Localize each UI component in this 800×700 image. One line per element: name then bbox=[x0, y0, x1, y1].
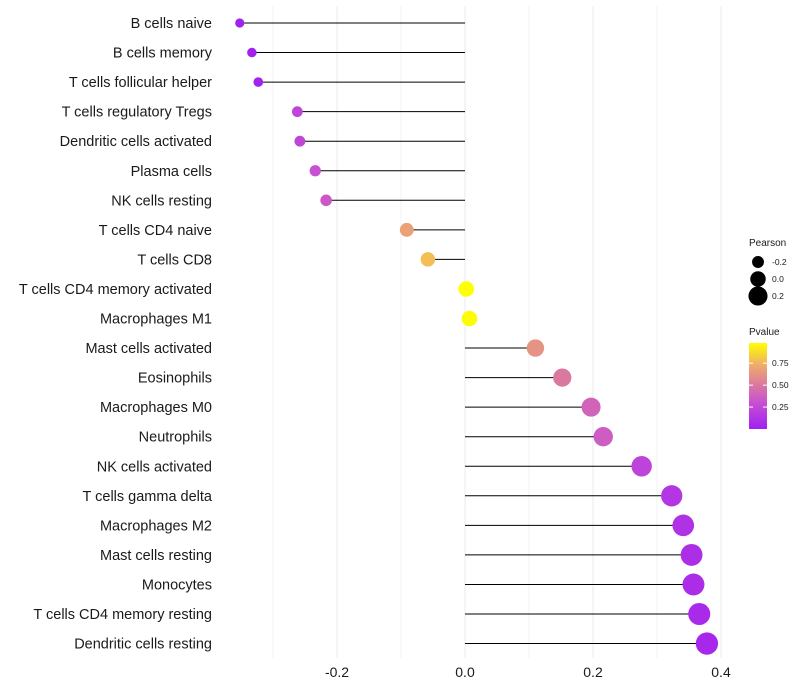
point-dot bbox=[526, 339, 545, 357]
dot-layer bbox=[235, 18, 719, 655]
category-label: Macrophages M1 bbox=[100, 312, 212, 328]
point-dot bbox=[682, 573, 705, 596]
point-dot bbox=[320, 194, 332, 207]
category-label: Dendritic cells resting bbox=[74, 637, 212, 653]
point-dot bbox=[581, 397, 601, 417]
legend-color-tick-label: 0.50 bbox=[772, 380, 789, 390]
category-label: T cells CD4 memory resting bbox=[33, 607, 212, 623]
point-dot bbox=[399, 222, 414, 237]
legend-size-title: Pearson bbox=[749, 238, 786, 249]
category-label: T cells CD8 bbox=[137, 252, 212, 268]
x-tick-label: 0.4 bbox=[711, 664, 731, 680]
category-labels: B cells naive B cells memory T cells folli… bbox=[19, 16, 213, 653]
point-dot bbox=[680, 543, 703, 566]
point-dot bbox=[291, 106, 303, 118]
category-label: Mast cells resting bbox=[100, 548, 212, 564]
category-label: Macrophages M2 bbox=[100, 518, 212, 534]
grid-layer bbox=[272, 6, 722, 658]
category-label: Macrophages M0 bbox=[100, 400, 212, 416]
point-dot bbox=[235, 18, 245, 28]
legend-color-tick-label: 0.75 bbox=[772, 358, 789, 368]
legend: Pearson -0.2 0.0 0.2 Pvalue 0.75 0.50 0.25 bbox=[748, 238, 789, 429]
point-dot bbox=[309, 165, 321, 177]
legend-size-dot bbox=[752, 256, 764, 268]
x-tick-label: 0.0 bbox=[455, 664, 475, 680]
legend-size-label: 0.2 bbox=[772, 291, 784, 301]
category-label: T cells CD4 naive bbox=[99, 223, 212, 239]
category-label: Mast cells activated bbox=[85, 341, 212, 357]
legend-color-tick-label: 0.25 bbox=[772, 402, 789, 412]
point-dot bbox=[688, 602, 711, 626]
legend-size-label: 0.0 bbox=[772, 274, 784, 284]
category-label: T cells CD4 memory activated bbox=[19, 282, 212, 298]
category-label: T cells gamma delta bbox=[83, 489, 213, 505]
legend-color-ticks: 0.75 0.50 0.25 bbox=[749, 358, 789, 412]
point-dot bbox=[661, 485, 683, 507]
legend-size-dot bbox=[748, 286, 768, 306]
stem-layer bbox=[239, 22, 707, 645]
pvalue-colorbar bbox=[749, 343, 767, 429]
point-dot bbox=[294, 135, 306, 147]
point-dot bbox=[458, 281, 475, 297]
point-dot bbox=[253, 77, 264, 87]
point-dot bbox=[247, 47, 257, 58]
category-label: Monocytes bbox=[142, 577, 212, 593]
point-dot bbox=[672, 514, 695, 537]
legend-size-dot bbox=[750, 271, 766, 287]
x-tick-label: -0.2 bbox=[325, 664, 349, 680]
category-label: NK cells resting bbox=[111, 193, 212, 209]
category-label: Eosinophils bbox=[138, 371, 212, 387]
category-label: B cells naive bbox=[131, 16, 212, 32]
point-dot bbox=[695, 632, 719, 655]
category-label: T cells regulatory Tregs bbox=[62, 105, 212, 121]
category-label: Dendritic cells activated bbox=[60, 134, 212, 150]
category-label: B cells memory bbox=[113, 46, 213, 62]
category-label: Neutrophils bbox=[139, 430, 212, 446]
point-dot bbox=[593, 427, 613, 447]
point-dot bbox=[553, 368, 572, 387]
legend-size-label: -0.2 bbox=[772, 257, 787, 267]
x-tick-label: 0.2 bbox=[583, 664, 603, 680]
legend-color-title: Pvalue bbox=[749, 327, 780, 338]
category-label: T cells follicular helper bbox=[69, 75, 212, 91]
legend-size-items: -0.2 0.0 0.2 bbox=[748, 256, 787, 306]
x-axis-ticks: -0.2 0.0 0.2 0.4 bbox=[325, 664, 731, 680]
category-label: NK cells activated bbox=[97, 459, 212, 475]
point-dot bbox=[461, 310, 478, 327]
category-label: Plasma cells bbox=[131, 164, 212, 180]
point-dot bbox=[631, 456, 652, 477]
point-dot bbox=[420, 252, 436, 267]
